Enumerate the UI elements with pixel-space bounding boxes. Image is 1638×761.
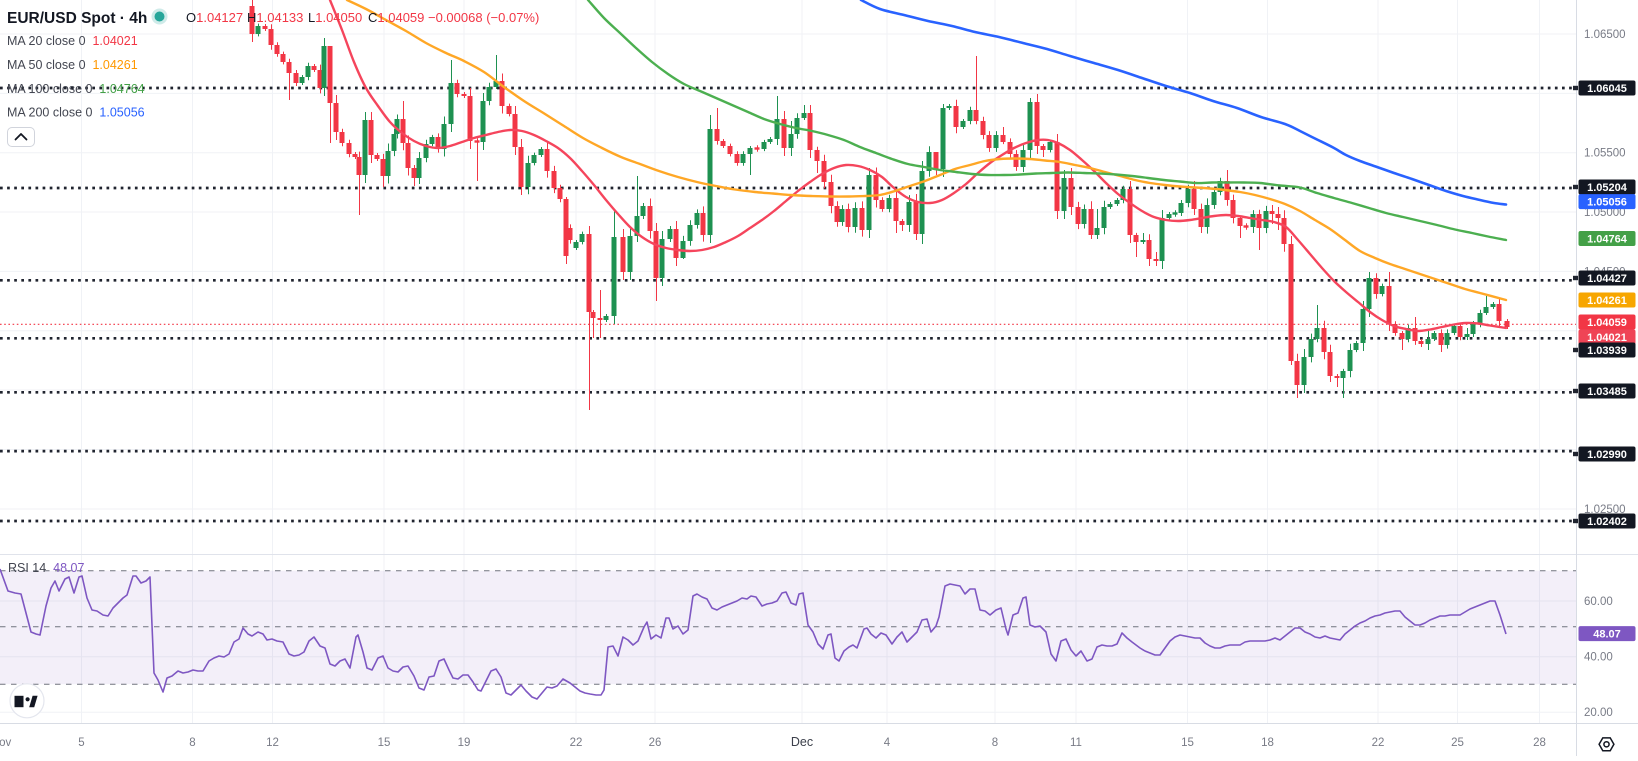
svg-text:20.00: 20.00: [1584, 707, 1613, 719]
svg-text:1.04021: 1.04021: [1587, 332, 1627, 344]
svg-text:1.05500: 1.05500: [1584, 148, 1626, 160]
svg-text:1.02500: 1.02500: [1584, 504, 1626, 516]
svg-text:8: 8: [189, 737, 195, 749]
svg-text:1.04059: 1.04059: [1587, 317, 1627, 329]
svg-text:−0.00068 (−0.07%): −0.00068 (−0.07%): [428, 10, 539, 25]
svg-text:25: 25: [1451, 737, 1464, 749]
svg-text:1.06045: 1.06045: [1587, 83, 1627, 95]
svg-text:26: 26: [649, 737, 662, 749]
svg-text:40.00: 40.00: [1584, 652, 1613, 664]
svg-text:MA 100 close 0 1.04764: MA 100 close 0 1.04764: [7, 82, 145, 96]
svg-text:12: 12: [266, 737, 279, 749]
svg-text:O1.04127: O1.04127: [186, 10, 243, 25]
svg-text:19: 19: [458, 737, 471, 749]
svg-text:C1.04059: C1.04059: [368, 10, 424, 25]
svg-text:EUR/USD Spot · 4h: EUR/USD Spot · 4h: [7, 10, 147, 27]
svg-text:1.05204: 1.05204: [1587, 182, 1628, 194]
svg-text:MA 200 close 0 1.05056: MA 200 close 0 1.05056: [7, 106, 145, 120]
svg-text:H1.04133: H1.04133: [247, 10, 303, 25]
svg-text:Nov: Nov: [0, 737, 11, 749]
svg-text:1.04261: 1.04261: [1587, 295, 1627, 307]
svg-text:28: 28: [1533, 737, 1546, 749]
svg-text:Dec: Dec: [791, 735, 813, 749]
svg-text:1.03939: 1.03939: [1587, 345, 1627, 357]
svg-text:5: 5: [78, 737, 84, 749]
svg-text:1.06500: 1.06500: [1584, 29, 1626, 41]
svg-text:L1.04050: L1.04050: [308, 10, 362, 25]
svg-text:48.07: 48.07: [1593, 629, 1621, 641]
svg-text:15: 15: [1181, 737, 1194, 749]
svg-text:11: 11: [1070, 737, 1082, 749]
svg-text:1.05000: 1.05000: [1584, 207, 1626, 219]
svg-text:4: 4: [884, 737, 891, 749]
svg-text:1.04764: 1.04764: [1587, 234, 1628, 246]
svg-text:22: 22: [1372, 737, 1385, 749]
svg-text:1.02402: 1.02402: [1587, 516, 1627, 528]
svg-text:60.00: 60.00: [1584, 596, 1613, 608]
svg-text:MA 50 close 0 1.04261: MA 50 close 0 1.04261: [7, 58, 138, 72]
svg-text:1.03485: 1.03485: [1587, 386, 1627, 398]
svg-text:22: 22: [570, 737, 583, 749]
svg-text:15: 15: [378, 737, 391, 749]
svg-text:1.04427: 1.04427: [1587, 273, 1627, 285]
svg-text:1.02990: 1.02990: [1587, 449, 1627, 461]
svg-text:RSI 14 48.07: RSI 14 48.07: [8, 561, 84, 575]
svg-text:1.05056: 1.05056: [1587, 197, 1627, 209]
svg-text:8: 8: [992, 737, 998, 749]
svg-text:18: 18: [1261, 737, 1274, 749]
svg-text:MA 20 close 0 1.04021: MA 20 close 0 1.04021: [7, 34, 138, 48]
